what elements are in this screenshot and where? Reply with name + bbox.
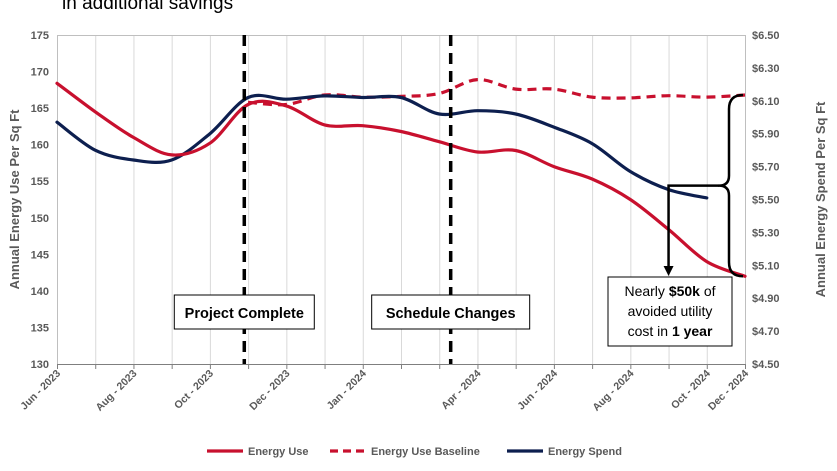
legend-item-energy-use-baseline-label: Energy Use Baseline [371, 446, 480, 458]
chart-heading: in additional savings [62, 0, 234, 14]
y2-tick-label: $5.10 [752, 260, 780, 272]
y-tick-label: 165 [31, 103, 49, 115]
savings-callout-text: $50k [669, 283, 700, 299]
y2-tick-label: $5.70 [752, 162, 780, 174]
x-tick-label: Jun - 2023 [18, 368, 63, 413]
x-tick-label: Jan - 2024 [324, 368, 369, 413]
y-tick-label: 175 [31, 30, 49, 42]
y-tick-label: 140 [31, 286, 49, 298]
savings-callout-text: 1 year [672, 323, 713, 339]
series-line-energy-use [55, 81, 747, 278]
y2-tick-label: $5.30 [752, 227, 780, 239]
y-axis-title: Annual Energy Use Per Sq Ft [7, 109, 22, 290]
marker-project-complete-box [173, 294, 315, 330]
legend-item-energy-use-label: Energy Use [248, 446, 309, 458]
marker-schedule-changes-label: Schedule Changes [386, 306, 516, 322]
marker-schedule-changes-box [371, 294, 531, 330]
y-tick-label: 135 [31, 322, 49, 334]
y2-tick-label: $6.10 [752, 96, 780, 108]
savings-callout-line: avoided utility [628, 303, 713, 319]
y-tick-label: 170 [31, 67, 49, 79]
x-tick-label: Oct - 2023 [172, 368, 216, 412]
y2-tick-label: $6.30 [752, 63, 780, 75]
y-tick-label: 160 [31, 140, 49, 152]
x-tick-label: Dec - 2024 [706, 368, 751, 413]
savings-brace [717, 93, 744, 278]
y2-tick-label: $4.90 [752, 293, 780, 305]
x-tick-label: Aug - 2024 [590, 368, 636, 414]
series-line-energy-use-baseline [247, 77, 746, 107]
savings-callout-line: cost in 1 year [628, 323, 713, 339]
y2-tick-label: $5.50 [752, 195, 780, 207]
savings-callout-text: cost in [628, 323, 672, 339]
y-tick-label: 145 [31, 249, 49, 261]
series-line-energy-spend [55, 93, 709, 200]
savings-callout-text: avoided utility [628, 303, 713, 319]
savings-callout-text: of [700, 283, 716, 299]
y2-tick-label: $6.50 [752, 30, 780, 42]
y-tick-label: 130 [31, 359, 49, 371]
y-tick-label: 155 [31, 176, 49, 188]
y2-tick-label: $4.70 [752, 326, 780, 338]
savings-arrow-line [667, 184, 719, 270]
x-tick-label: Apr - 2024 [439, 368, 484, 413]
marker-project-complete-label: Project Complete [185, 306, 304, 322]
savings-callout-text: Nearly [624, 283, 668, 299]
savings-callout-box [607, 276, 733, 347]
legend-item-energy-spend-label: Energy Spend [548, 446, 622, 458]
savings-callout-line: Nearly $50k of [624, 283, 715, 299]
y2-axis-title: Annual Energy Spend Per Sq Ft [813, 101, 828, 297]
x-tick-label: Dec - 2023 [247, 368, 292, 413]
x-tick-label: Aug - 2023 [94, 368, 140, 414]
x-tick-label: Jun - 2024 [515, 368, 560, 413]
savings-arrow-head [663, 266, 674, 276]
y2-tick-label: $4.50 [752, 359, 780, 371]
y2-tick-label: $5.90 [752, 129, 780, 141]
y-tick-label: 150 [31, 213, 49, 225]
